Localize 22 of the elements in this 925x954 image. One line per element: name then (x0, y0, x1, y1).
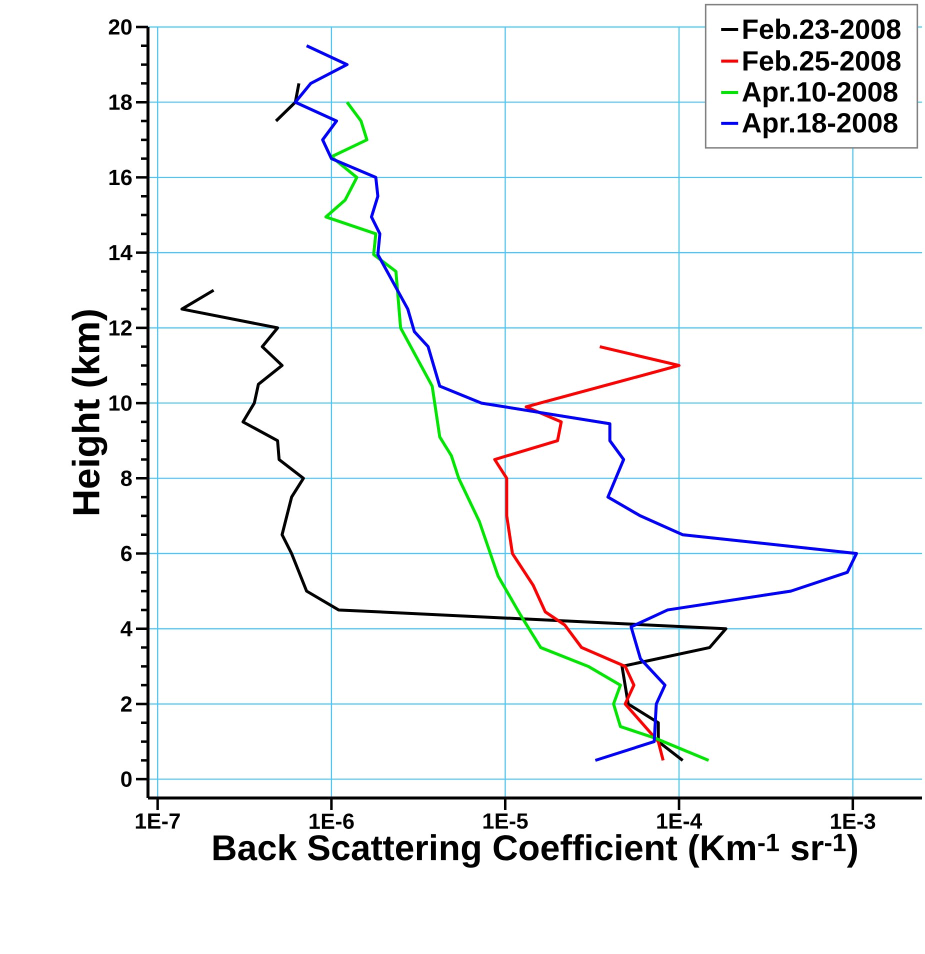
y-tick-label: 16 (109, 170, 132, 186)
y-tick-label: 4 (120, 621, 132, 636)
y-tick-label: 18 (109, 94, 132, 110)
x-tick-label: 1E-3 (831, 814, 876, 830)
y-tick-label: 20 (108, 19, 132, 35)
y-tick-label: 2 (121, 696, 132, 712)
x-axis-title: Back Scattering Coefficient (Km$^{-1}$ sr$^{-1}$) (214, 834, 857, 868)
x-tick-label: 1E-7 (136, 814, 180, 829)
y-tick-label: 0 (121, 771, 132, 787)
x-tick-label: 1E-4 (657, 814, 702, 829)
y-axis-title: Height (km) (72, 310, 108, 514)
y-tick-label: 10 (109, 395, 132, 411)
legend-label: Apr.10-2008 (742, 82, 898, 108)
x-tick-label: 1E-5 (483, 814, 528, 829)
x-tick-label: 1E-6 (310, 814, 354, 830)
y-tick-label: 6 (121, 546, 132, 562)
y-tick-label: 14 (109, 245, 132, 260)
y-tick-label: 12 (109, 320, 132, 336)
legend-label: Feb.23-2008 (744, 18, 900, 40)
legend-label: Apr.18-2008 (742, 112, 898, 138)
legend-label: Feb.25-2008 (744, 50, 900, 71)
y-tick-label: 8 (121, 470, 132, 486)
